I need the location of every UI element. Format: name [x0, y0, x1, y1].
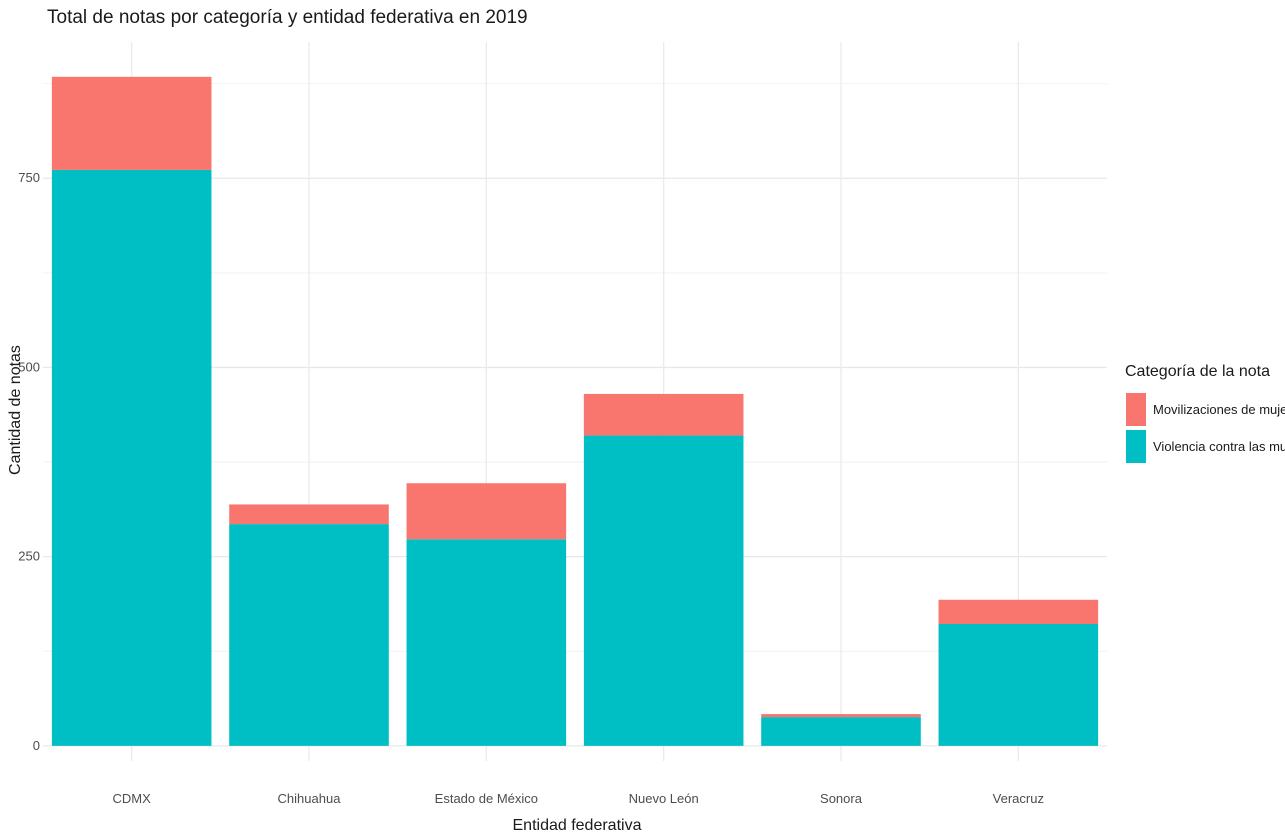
y-tick-label: 0 — [33, 738, 40, 753]
bar-violencia — [938, 624, 1099, 746]
bar-movilizaciones — [938, 599, 1099, 625]
legend-swatch-movilizaciones — [1126, 393, 1146, 426]
x-tick-label: Veracruz — [993, 791, 1044, 806]
x-tick-label: CDMX — [113, 791, 152, 806]
y-tick-label: 250 — [18, 549, 40, 564]
y-tick-label: 750 — [18, 170, 40, 185]
chart-title: Total de notas por categoría y entidad f… — [47, 7, 528, 28]
bar-violencia — [229, 524, 389, 746]
x-tick-label: Chihuahua — [278, 791, 342, 806]
x-tick-label: Nuevo León — [629, 791, 699, 806]
x-axis-title: Entidad federativa — [513, 817, 642, 834]
bar-violencia — [51, 169, 212, 746]
legend-swatch-violencia — [1126, 430, 1146, 463]
bar-movilizaciones — [229, 504, 389, 525]
legend-label-movilizaciones: Movilizaciones de mujeres — [1153, 402, 1285, 417]
bar-movilizaciones — [406, 483, 567, 540]
x-tick-label: Estado de México — [435, 791, 538, 806]
y-axis-ticks: 0 250 500 750 — [18, 170, 40, 753]
bar-movilizaciones — [761, 714, 921, 718]
bar-movilizaciones — [51, 76, 212, 170]
bar-violencia — [761, 717, 921, 746]
x-axis-ticks: CDMX Chihuahua Estado de México Nuevo León S… — [113, 791, 1044, 806]
legend: Categoría de la nota Movilizaciones de m… — [1125, 363, 1285, 463]
y-tick-label: 500 — [18, 359, 40, 374]
bar-movilizaciones — [583, 393, 744, 436]
legend-title: Categoría de la nota — [1125, 363, 1270, 380]
bar-violencia — [583, 435, 744, 746]
bar-violencia — [406, 539, 567, 746]
bars — [51, 76, 1099, 746]
x-tick-label: Sonora — [820, 791, 863, 806]
legend-label-violencia: Violencia contra las mujeres — [1153, 439, 1285, 454]
y-axis-title: Cantidad de notas — [7, 345, 24, 475]
